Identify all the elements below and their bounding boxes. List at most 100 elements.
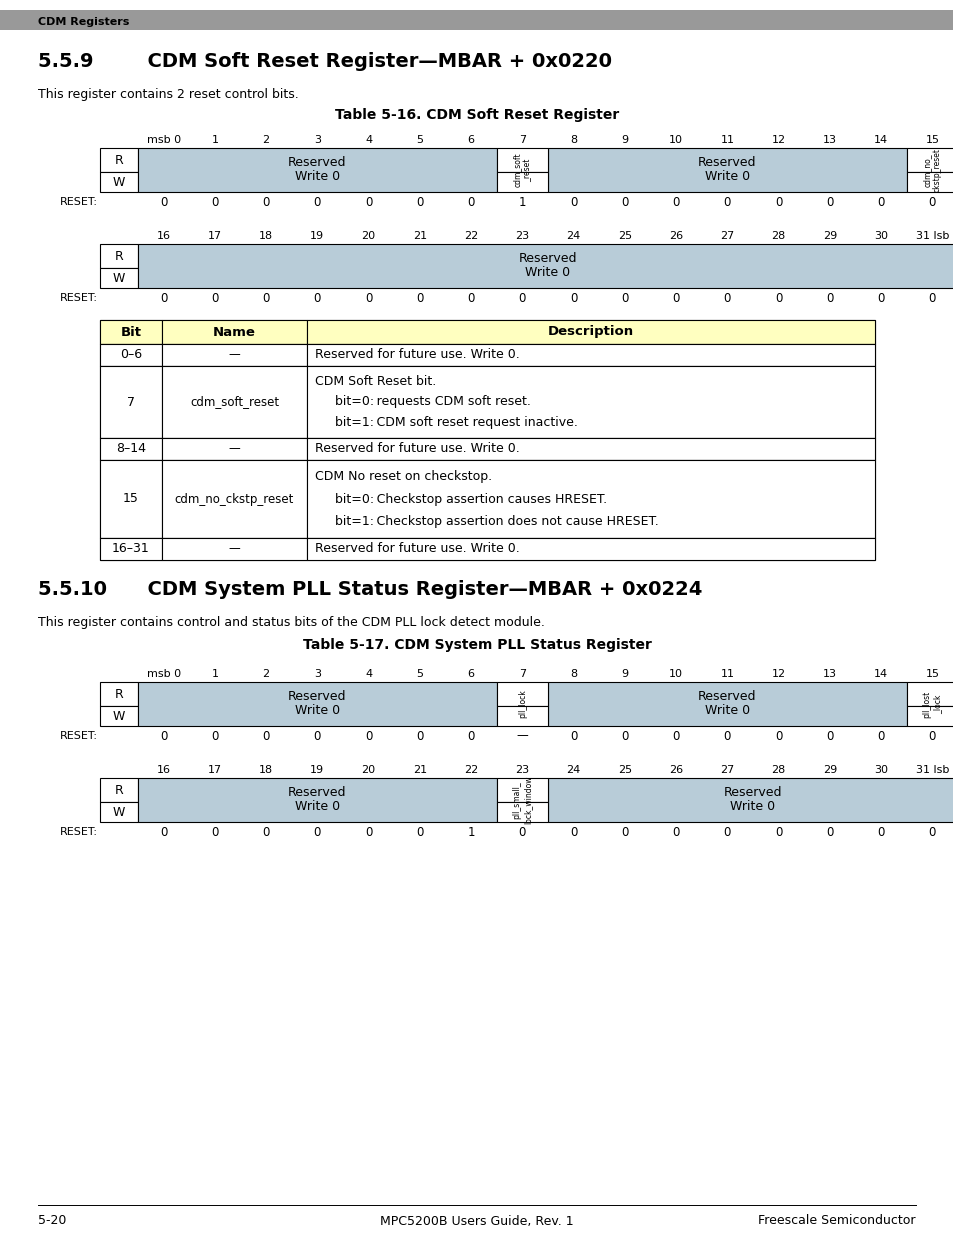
Text: pll_small_
lock_window: pll_small_ lock_window	[512, 776, 532, 824]
Bar	[905, 148, 953, 172]
Text: —: —	[229, 348, 240, 362]
Text: 11: 11	[720, 669, 734, 679]
Text: 0: 0	[211, 825, 218, 839]
Text: Write 0: Write 0	[704, 704, 749, 718]
Text: 0: 0	[416, 825, 423, 839]
Text: 23: 23	[515, 231, 529, 241]
Text: 7: 7	[127, 395, 135, 409]
Bar	[138, 245, 953, 288]
Text: Reserved: Reserved	[518, 252, 577, 266]
Bar	[307, 366, 874, 438]
Bar	[497, 148, 547, 172]
Text: 8: 8	[570, 669, 577, 679]
Text: 0: 0	[723, 195, 730, 209]
Text: 0: 0	[672, 291, 679, 305]
Text: 28: 28	[771, 231, 785, 241]
Bar	[497, 778, 547, 802]
Bar	[100, 366, 874, 438]
Text: 30: 30	[873, 231, 887, 241]
Text: 0: 0	[211, 291, 218, 305]
Text: 21: 21	[413, 231, 427, 241]
Text: 0: 0	[825, 195, 833, 209]
Text: 12: 12	[771, 669, 785, 679]
Text: 15: 15	[924, 135, 939, 144]
Text: 8: 8	[570, 135, 577, 144]
Text: 0: 0	[620, 195, 628, 209]
Text: RESET:: RESET:	[60, 731, 98, 741]
Text: 0: 0	[211, 195, 218, 209]
Text: 7: 7	[518, 669, 525, 679]
Text: 14: 14	[873, 669, 887, 679]
Text: 15: 15	[123, 493, 139, 505]
Bar	[162, 345, 307, 366]
Text: 0: 0	[825, 291, 833, 305]
Text: 12: 12	[771, 135, 785, 144]
Text: MPC5200B Users Guide, Rev. 1: MPC5200B Users Guide, Rev. 1	[380, 1214, 573, 1228]
Text: Reserved for future use. Write 0.: Reserved for future use. Write 0.	[314, 348, 519, 362]
Text: 29: 29	[821, 764, 836, 776]
Text: Table 5-16. CDM Soft Reset Register: Table 5-16. CDM Soft Reset Register	[335, 107, 618, 122]
Text: 0: 0	[877, 195, 883, 209]
Text: bit=0: requests CDM soft reset.: bit=0: requests CDM soft reset.	[335, 395, 530, 409]
Text: 4: 4	[365, 135, 372, 144]
Bar	[100, 802, 138, 823]
Text: 20: 20	[361, 231, 375, 241]
Text: 13: 13	[822, 669, 836, 679]
Text: 0: 0	[877, 291, 883, 305]
Text: 23: 23	[515, 764, 529, 776]
Text: 0: 0	[825, 825, 833, 839]
Text: 3: 3	[314, 135, 320, 144]
Bar	[100, 345, 162, 366]
Text: 19: 19	[310, 764, 324, 776]
Text: CDM No reset on checkstop.: CDM No reset on checkstop.	[314, 471, 492, 483]
Text: Write 0: Write 0	[704, 170, 749, 184]
Text: 25: 25	[618, 764, 631, 776]
Text: 0: 0	[518, 825, 525, 839]
Text: —: —	[516, 730, 528, 742]
Text: 0: 0	[927, 291, 935, 305]
Bar	[162, 320, 307, 345]
Text: 0: 0	[416, 730, 423, 742]
Text: This register contains 2 reset control bits.: This register contains 2 reset control b…	[38, 88, 298, 101]
Bar	[307, 345, 874, 366]
Text: 22: 22	[463, 764, 477, 776]
Text: RESET:: RESET:	[60, 827, 98, 837]
Text: Write 0: Write 0	[294, 704, 339, 718]
Bar	[100, 172, 138, 191]
Text: 0: 0	[877, 825, 883, 839]
Text: 0: 0	[160, 730, 167, 742]
Text: 17: 17	[208, 231, 222, 241]
Text: 14: 14	[873, 135, 887, 144]
Text: 0: 0	[160, 291, 167, 305]
Bar	[547, 778, 953, 823]
Bar	[497, 706, 547, 726]
Text: 0: 0	[314, 291, 321, 305]
Text: CDM Registers: CDM Registers	[38, 17, 130, 27]
Text: 30: 30	[873, 764, 887, 776]
Text: R: R	[114, 249, 123, 263]
Text: 0: 0	[467, 291, 475, 305]
Text: 13: 13	[822, 135, 836, 144]
Text: 0: 0	[314, 195, 321, 209]
Text: 1: 1	[212, 135, 218, 144]
Text: 0: 0	[927, 195, 935, 209]
Text: 6: 6	[467, 135, 475, 144]
Text: 22: 22	[463, 231, 477, 241]
Text: 0: 0	[569, 825, 577, 839]
Text: 0: 0	[160, 825, 167, 839]
Text: 24: 24	[566, 231, 580, 241]
Text: 18: 18	[259, 231, 273, 241]
Bar	[100, 459, 874, 538]
Text: 1: 1	[212, 669, 218, 679]
Bar	[307, 438, 874, 459]
Text: Description: Description	[547, 326, 634, 338]
Text: 21: 21	[413, 764, 427, 776]
Bar	[547, 148, 905, 191]
Text: 5.5.10      CDM System PLL Status Register—MBAR + 0x0224: 5.5.10 CDM System PLL Status Register—MB…	[38, 580, 701, 599]
Text: 16: 16	[156, 764, 171, 776]
Bar	[138, 682, 497, 726]
Text: 0: 0	[672, 730, 679, 742]
Text: 3: 3	[314, 669, 320, 679]
Text: 5-20: 5-20	[38, 1214, 67, 1228]
Text: RESET:: RESET:	[60, 198, 98, 207]
